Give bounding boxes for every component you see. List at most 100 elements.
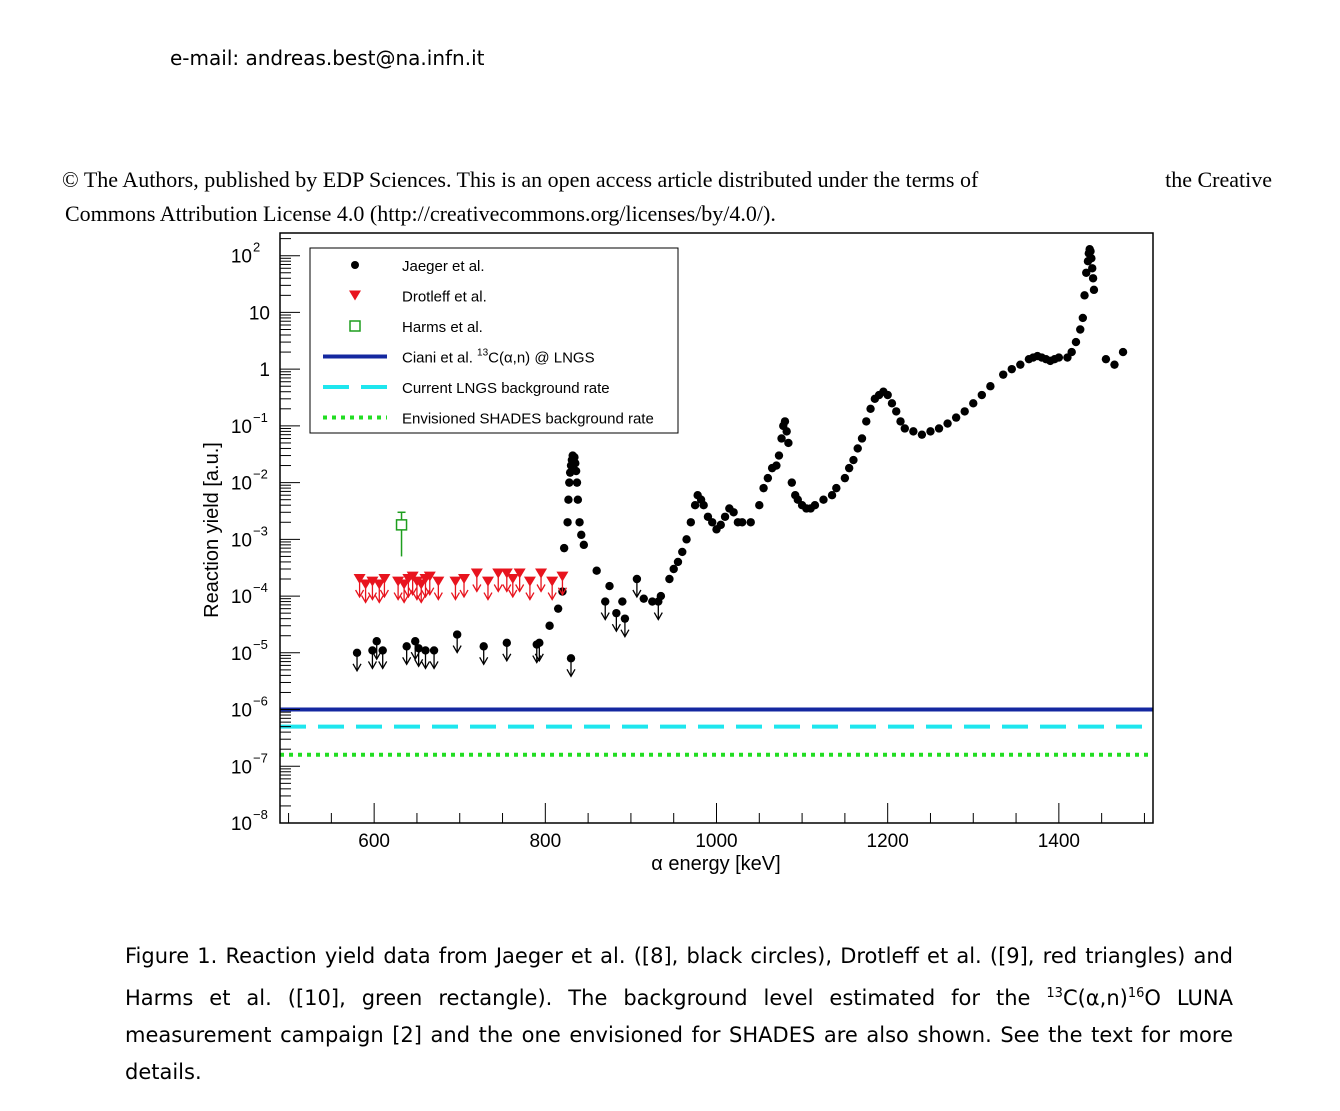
jaeger-point xyxy=(553,604,563,613)
legend-label-text-2: C(α,n) @ LNGS xyxy=(488,350,594,367)
upper-limit-arrowhead xyxy=(433,592,443,601)
jaeger-point xyxy=(577,530,586,540)
upper-limit-arrowhead xyxy=(378,661,388,670)
y-tick-base: 10 xyxy=(231,814,252,835)
drotleff-point xyxy=(378,573,391,584)
jaeger-point xyxy=(686,518,696,527)
caption-text-2: C(α,n) xyxy=(1062,986,1128,1010)
jaeger-point xyxy=(827,491,837,500)
upper-limit-arrowhead xyxy=(352,663,362,673)
jaeger-point xyxy=(648,597,657,606)
jaeger-point xyxy=(774,451,784,460)
drotleff-point xyxy=(506,573,519,584)
jaeger-point xyxy=(1088,264,1097,273)
author-email: e-mail: andreas.best@na.infn.it xyxy=(170,46,485,70)
drotleff-point xyxy=(481,576,494,587)
jaeger-point xyxy=(563,518,572,527)
jaeger-point xyxy=(934,424,944,433)
jaeger-upper-limit-point xyxy=(601,597,610,606)
y-tick-base: 10 xyxy=(231,644,252,665)
jaeger-point xyxy=(1080,291,1089,300)
jaeger-upper-limit-point xyxy=(502,638,512,648)
x-tick-label: 1000 xyxy=(695,831,737,852)
jaeger-point xyxy=(1101,354,1111,364)
jaeger-point xyxy=(844,463,854,473)
jaeger-point xyxy=(892,407,901,416)
legend-label-text: Current LNGS background rate xyxy=(402,380,610,397)
jaeger-point xyxy=(909,427,918,436)
upper-limit-arrowhead xyxy=(611,623,621,633)
upper-limit-arrowhead xyxy=(600,612,610,621)
jaeger-point xyxy=(1089,285,1099,295)
jaeger-upper-limit-point xyxy=(414,644,423,653)
jaeger-point xyxy=(1118,347,1128,357)
upper-limit-arrowhead xyxy=(536,584,546,593)
jaeger-point xyxy=(571,458,580,468)
license-line1-left: © The Authors, published by EDP Sciences… xyxy=(62,167,979,192)
jaeger-point xyxy=(716,520,725,530)
jaeger-point xyxy=(969,399,978,408)
caption-sup-1: 13 xyxy=(1046,986,1063,1001)
jaeger-upper-limit-point xyxy=(421,646,430,655)
jaeger-point xyxy=(853,444,862,453)
jaeger-point xyxy=(678,547,687,557)
upper-limit-arrowhead xyxy=(402,657,412,666)
upper-limit-arrowhead xyxy=(566,668,576,678)
upper-limit-arrowhead xyxy=(653,612,663,621)
jaeger-upper-limit-point xyxy=(632,574,642,584)
license-notice: © The Authors, published by EDP Sciences… xyxy=(62,163,1272,231)
jaeger-point xyxy=(673,557,683,567)
jaeger-point xyxy=(755,500,764,510)
license-line1-right: the Creative xyxy=(1165,167,1272,192)
jaeger-point xyxy=(960,407,969,416)
legend-label: Current LNGS background rate xyxy=(402,380,610,397)
legend-marker-jaeger xyxy=(351,261,359,269)
jaeger-upper-limit-point xyxy=(411,637,420,646)
caption-text-1: Figure 1. Reaction yield data from Jaege… xyxy=(125,944,1233,1010)
y-tick-base: 1 xyxy=(259,360,270,381)
legend-label: Envisioned SHADES background rate xyxy=(402,411,654,428)
y-tick-exponent: −1 xyxy=(253,410,268,425)
upper-limit-arrowhead xyxy=(502,584,512,593)
upper-limit-arrowhead xyxy=(479,657,489,666)
y-tick-base: 10 xyxy=(231,474,252,495)
jaeger-point xyxy=(780,417,790,426)
jaeger-point xyxy=(1076,325,1085,334)
drotleff-point xyxy=(432,576,445,587)
upper-limit-arrowhead xyxy=(361,595,371,604)
figure-caption: Figure 1. Reaction yield data from Jaege… xyxy=(125,938,1233,1091)
upper-limit-arrowhead xyxy=(408,587,418,596)
jaeger-point xyxy=(977,390,987,400)
jaeger-point xyxy=(1110,360,1119,369)
jaeger-point xyxy=(559,543,569,553)
legend-label: Drotleff et al. xyxy=(402,289,487,306)
upper-limit-arrowhead xyxy=(620,629,630,638)
jaeger-point xyxy=(862,417,871,426)
drotleff-point xyxy=(415,579,428,590)
jaeger-point xyxy=(708,518,717,527)
drotleff-point xyxy=(373,579,386,590)
upper-limit-arrowhead xyxy=(372,651,382,661)
y-tick-label: 10 xyxy=(231,757,252,778)
jaeger-point xyxy=(887,399,897,408)
jaeger-point xyxy=(883,390,892,400)
jaeger-point xyxy=(1086,247,1095,256)
jaeger-point xyxy=(1078,313,1088,323)
jaeger-point xyxy=(784,438,793,448)
y-tick-exponent: −4 xyxy=(253,580,268,595)
upper-limit-arrowhead xyxy=(412,592,422,601)
upper-limit-arrowhead xyxy=(379,589,389,599)
jaeger-point xyxy=(840,473,850,483)
drotleff-point xyxy=(449,576,462,587)
jaeger-upper-limit-point xyxy=(452,630,462,639)
jaeger-point xyxy=(777,434,786,443)
jaeger-point xyxy=(810,500,820,510)
jaeger-point xyxy=(763,473,773,483)
drotleff-point xyxy=(470,568,483,579)
jaeger-upper-limit-point xyxy=(352,648,362,658)
y-tick-label: 1 xyxy=(259,360,270,381)
jaeger-upper-limit-point xyxy=(612,608,621,618)
legend-marker-harms xyxy=(349,320,361,332)
drotleff-point xyxy=(546,576,559,587)
